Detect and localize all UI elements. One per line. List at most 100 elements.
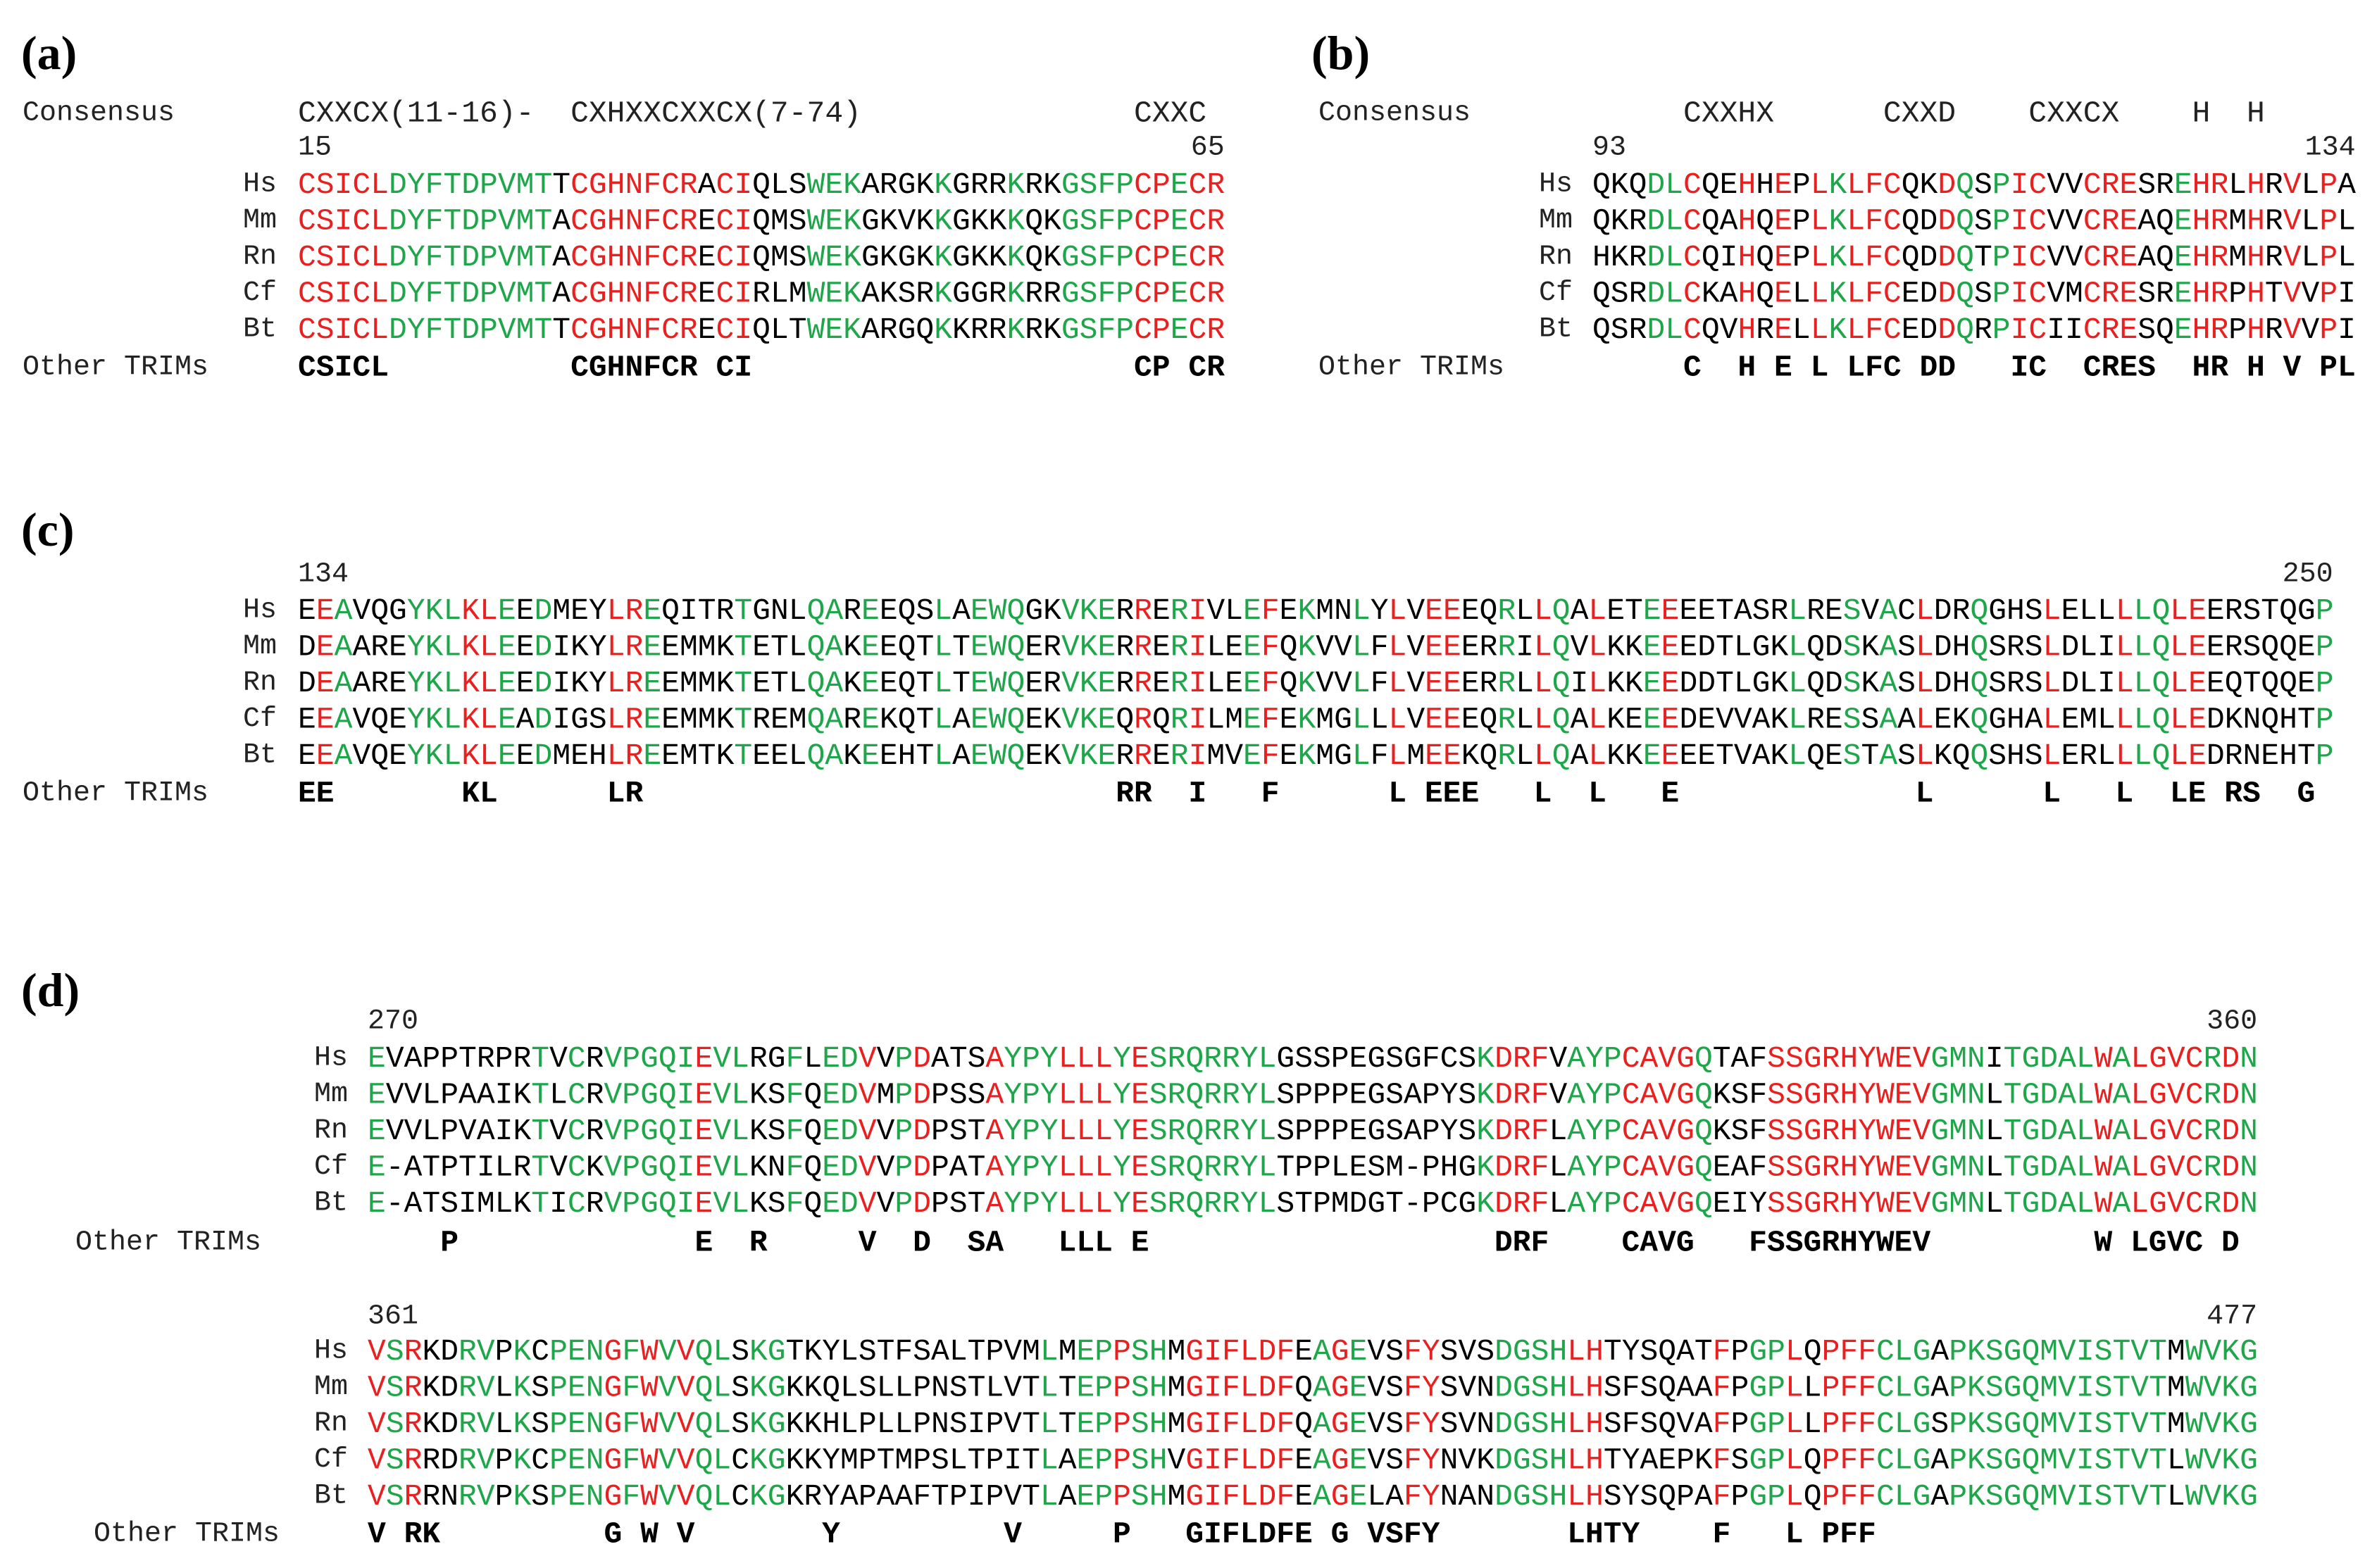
residue-run: LLL [1059,1150,1113,1184]
residue-run: A [985,1150,1004,1184]
residue-run: E [1349,1370,1368,1405]
residue-run: E [1661,594,1680,628]
residue-run: E [861,629,880,664]
residue-run: GP [1749,1479,1785,1514]
residue-run: N [2240,1150,2258,1184]
residue-run: L [2302,240,2320,275]
residue-run: L [1534,702,1552,736]
residue-run: R [1134,629,1152,664]
residue-run: I [1189,594,1207,628]
residue-run: K [1829,313,1847,347]
residue-run: E [1774,240,1792,275]
residue-run: D [535,739,553,773]
panel-label: (a) [21,26,77,80]
residue-run: T [1059,1407,1077,1441]
residue-run: QA [807,702,844,736]
residue-run: HKR [1592,240,1647,275]
residue-run: KD [422,1370,458,1405]
residue-run: D [913,1077,931,1112]
residue-run: CI [716,240,753,275]
residue-run: HR [2192,168,2229,202]
residue-run: G [1331,1370,1349,1405]
residue-run: D [913,1150,931,1184]
residue-run: MG [1316,702,1352,736]
residue-run: H [2247,276,2265,311]
residue-run: II [2047,313,2083,347]
residue-run: L [1588,594,1606,628]
residue-run: ERSTQG [2207,594,2316,628]
residue-run: L [2338,203,2356,238]
residue-run: QLT [752,313,806,347]
residue-run: WEK [807,240,862,275]
residue-run: LR [607,629,644,664]
residue-run: S [386,1370,404,1405]
residue-run: CAVG [1622,1186,1695,1221]
residue-run: K [843,629,861,664]
residue-run: GSFP [1061,276,1134,311]
residue-run: P [2319,168,2338,202]
residue-run: L [1804,1370,1822,1405]
residue-run: SRQRRYL [1149,1186,1277,1221]
residue-run: L [1588,702,1606,736]
residue-run: Q [1970,629,1988,664]
species-label: Rn [1539,242,1573,273]
residue-run: LR [607,702,644,736]
residue-run: QL [695,1407,732,1441]
residue-run: P [1731,1479,1749,1514]
residue-run: VKE [1061,629,1116,664]
residue-run: VS [1367,1370,1404,1405]
residue-run: MN [1316,594,1352,628]
residue-run: E [368,1077,386,1112]
residue-run: E [1171,240,1189,275]
residue-run: AYP [1567,1186,1621,1221]
residue-run: K [1006,313,1025,347]
residue-run: CGHNFCR [570,313,698,347]
residue-run: DYFTDPVMT [389,276,552,311]
residue-run: L [1389,629,1407,664]
residue-run: R [2204,1150,2222,1184]
residue-run: I [1189,702,1207,736]
residue-run: A [1879,629,1897,664]
residue-run: PEN [549,1443,604,1477]
residue-run: D [1937,276,1956,311]
residue-run: K [1476,1114,1494,1148]
residue-run: V [1549,1077,1567,1112]
residue-run: EP [1077,1479,1113,1514]
residue-run: VV [2047,203,2083,238]
residue-run: SYSQPA [1604,1479,1713,1514]
residue-run: TKYLSTFSALTPVM [786,1334,1040,1369]
end-position: 65 [1191,132,1225,164]
residue-run: QL [695,1370,732,1405]
residue-run: E [368,1150,386,1184]
residue-run: KS [749,1077,786,1112]
residue-run: E [1661,702,1680,736]
residue-run: VL [1206,594,1243,628]
residue-run: R [2265,313,2283,347]
residue-run: R [843,702,861,736]
residue-run: DL [1647,313,1683,347]
residue-run: DLI [2061,629,2115,664]
residue-run: E [1171,276,1189,311]
residue-run: QE [1806,739,1843,773]
residue-run: E [695,1041,713,1076]
residue-run: P [1113,1443,1131,1477]
residue-run: L [1040,1479,1059,1514]
residue-run: K [1006,168,1025,202]
residue-run: A [2113,1186,2131,1221]
residue-run: F [1261,702,1280,736]
residue-run: ER [1025,629,1061,664]
residue-run: E [1152,594,1171,628]
residue-run: VV [1316,629,1352,664]
residue-run: F [786,1041,804,1076]
residue-run: WVKG [2185,1334,2258,1369]
residue-run: P [1113,1479,1131,1514]
species-label: Mm [314,1372,348,1403]
residue-run: F [1713,1479,1731,1514]
residue-run: YPY [1004,1114,1059,1148]
residue-run: V [2283,276,2302,311]
residue-run: P [1792,203,1811,238]
residue-run: V [1861,594,1880,628]
residue-run: K [513,1407,531,1441]
residue-run: CAVG [1622,1077,1695,1112]
residue-run: -ATPTILR [386,1150,531,1184]
